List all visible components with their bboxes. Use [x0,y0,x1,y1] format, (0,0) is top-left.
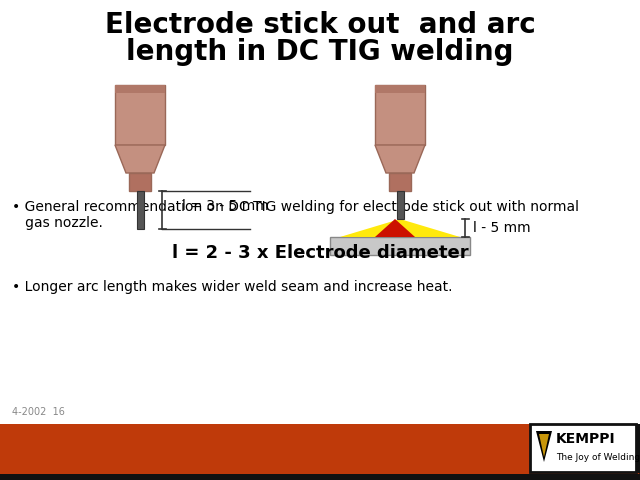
Text: 4-2002  16: 4-2002 16 [12,407,65,417]
Polygon shape [340,219,460,237]
Text: Electrode stick out  and arc: Electrode stick out and arc [104,11,536,39]
Text: l - 5 mm: l - 5 mm [473,221,531,235]
Bar [136,191,143,229]
Polygon shape [115,145,165,173]
Bar [0,474,640,480]
Polygon shape [536,431,552,462]
Bar [330,237,470,255]
Bar [530,424,636,472]
Text: • General recommendation on DC TIG welding for electrode stick out with normal: • General recommendation on DC TIG weldi… [12,200,579,214]
Bar [115,85,165,145]
Polygon shape [375,145,425,173]
Text: KEMPPI: KEMPPI [556,432,616,446]
Bar [375,85,425,93]
Text: length in DC TIG welding: length in DC TIG welding [126,38,514,66]
Text: l = 3 - 5 mm: l = 3 - 5 mm [182,199,269,213]
Text: • Longer arc length makes wider weld seam and increase heat.: • Longer arc length makes wider weld sea… [12,280,452,294]
Bar [375,85,425,145]
Bar [115,85,165,93]
Bar [389,173,411,191]
Bar [397,191,403,219]
Polygon shape [539,434,549,457]
Bar [0,424,640,474]
Bar [129,173,151,191]
Text: gas nozzle.: gas nozzle. [12,216,103,230]
Polygon shape [555,424,640,474]
Polygon shape [375,219,415,237]
Text: l = 2 - 3 x Electrode diameter: l = 2 - 3 x Electrode diameter [172,244,468,262]
Text: The Joy of Welding: The Joy of Welding [556,454,640,463]
